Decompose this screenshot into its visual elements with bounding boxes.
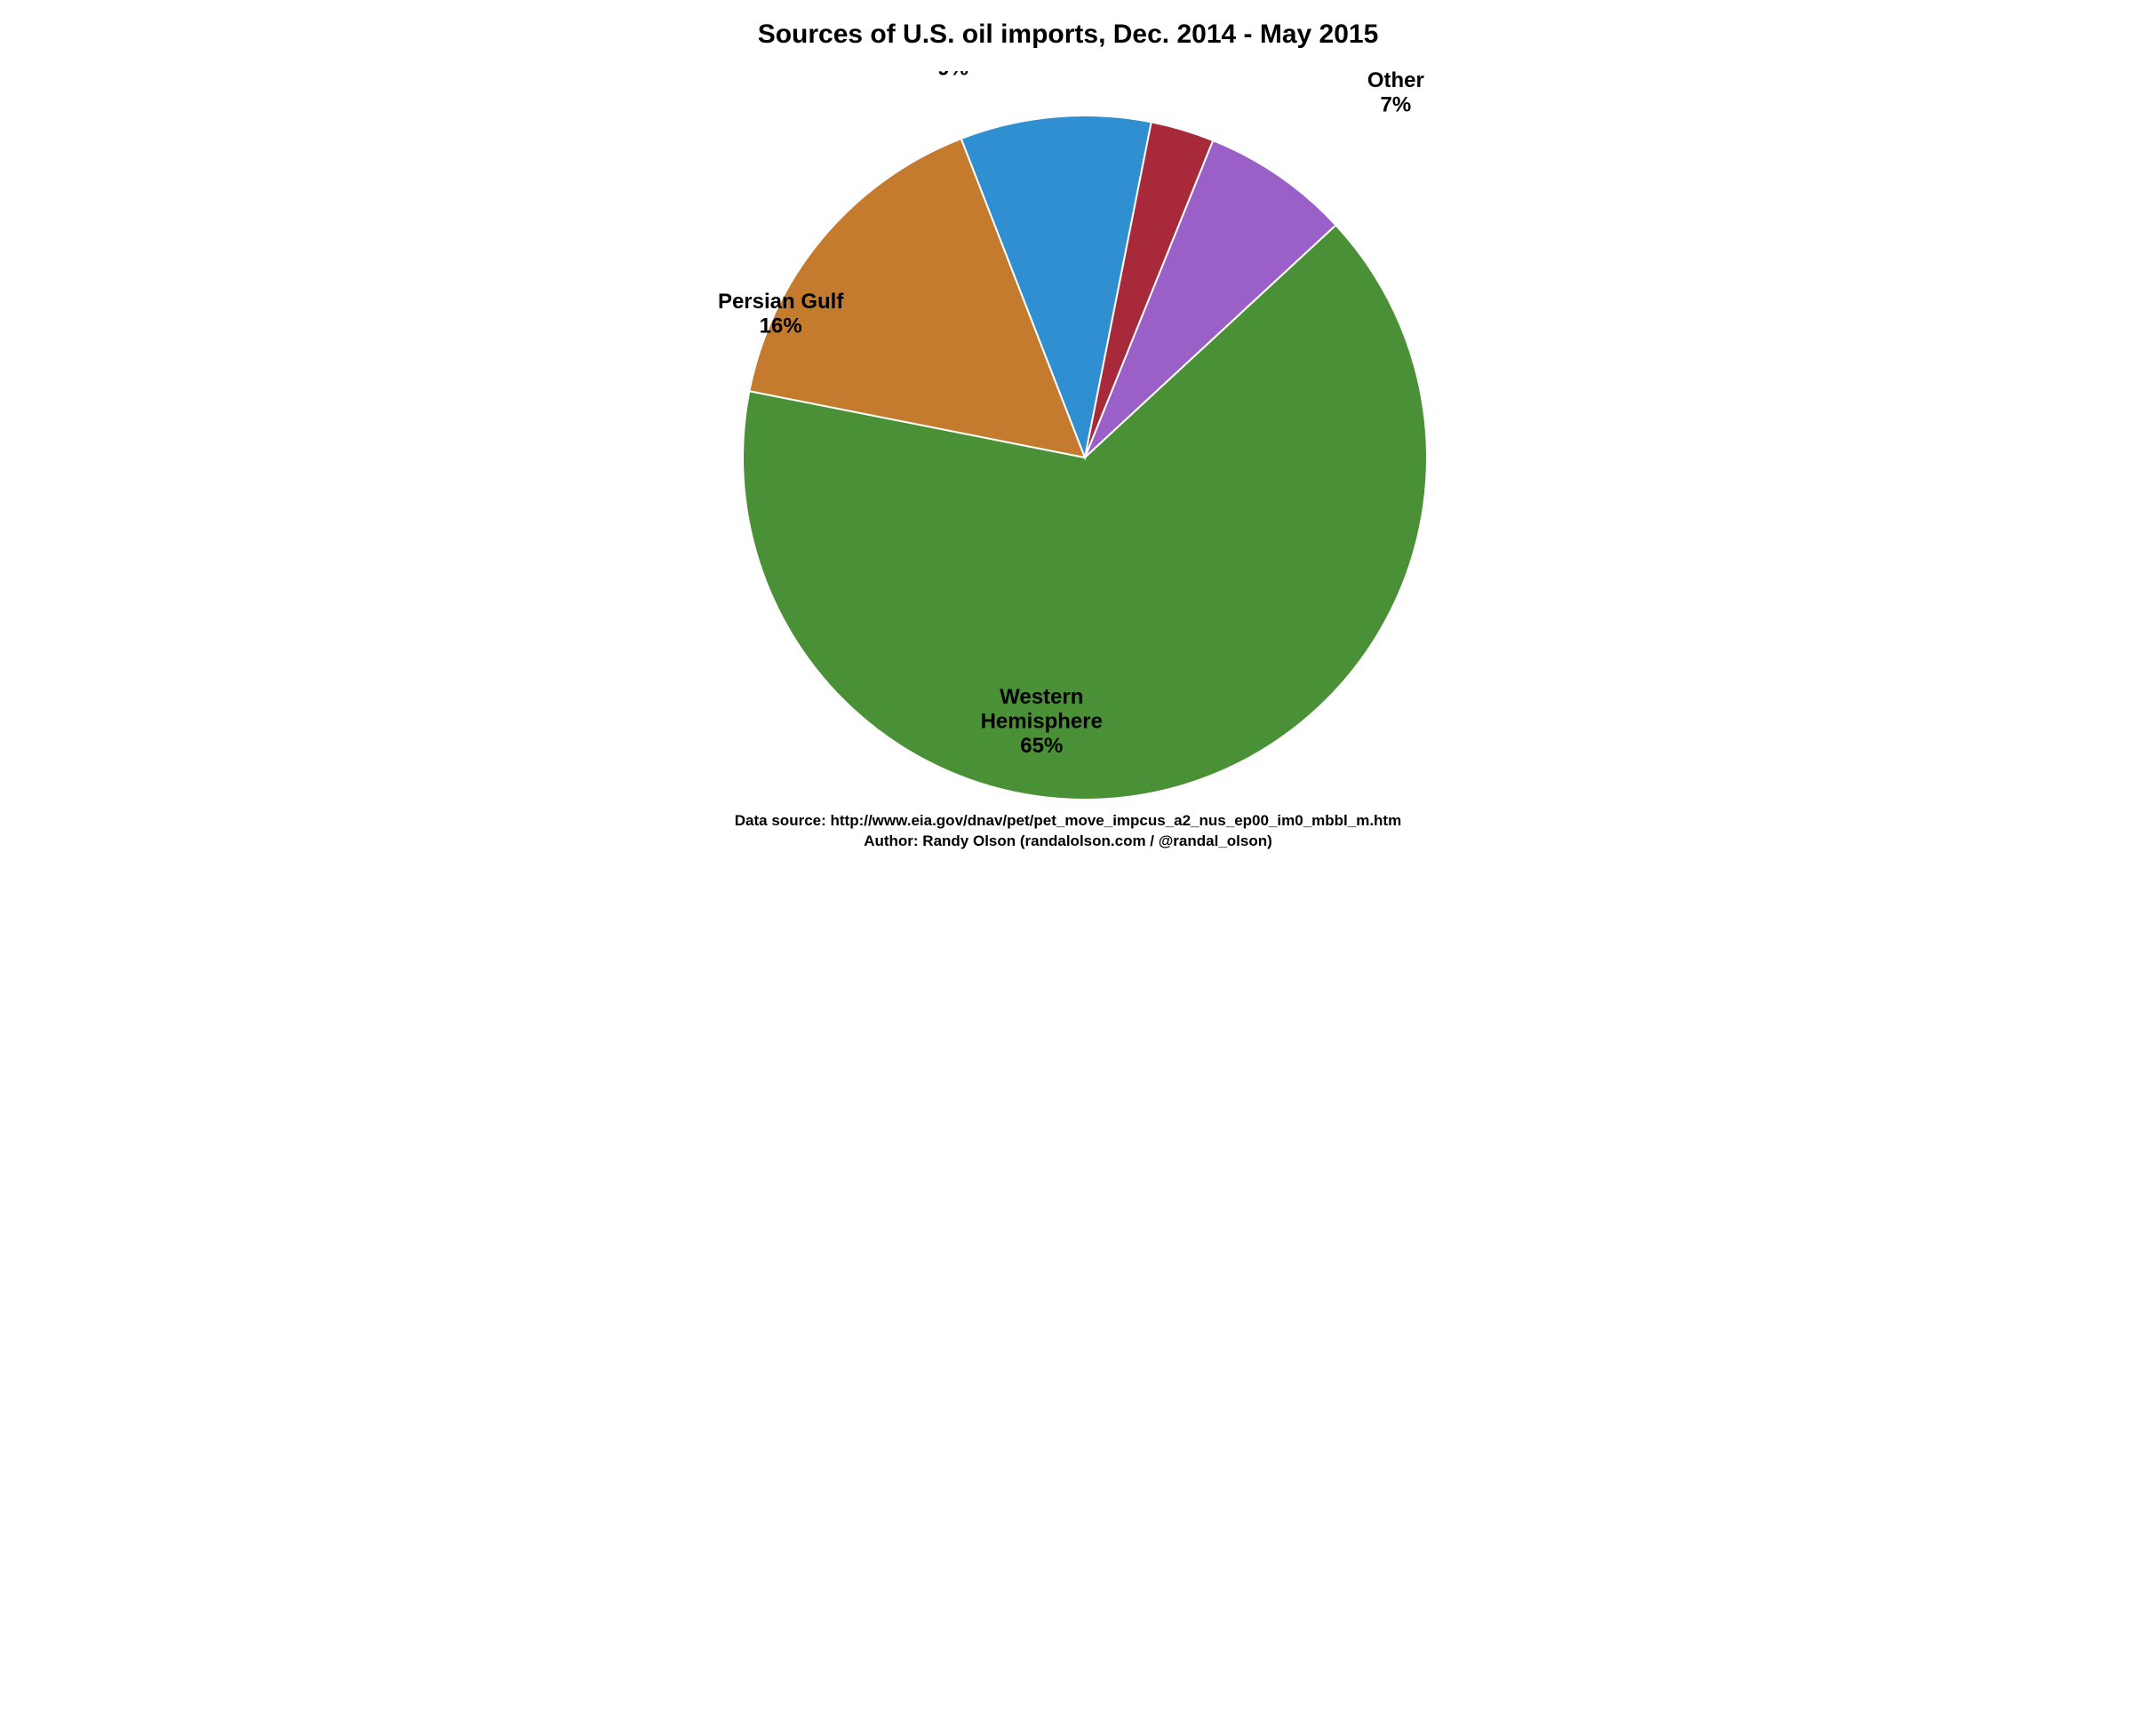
pie-chart-container: Other7%WesternHemisphere65%Persian Gulf1… — [534, 71, 1602, 800]
chart-title: Sources of U.S. oil imports, Dec. 2014 -… — [534, 20, 1602, 50]
slice-label: Europe9% — [916, 71, 990, 80]
pie-chart: Other7%WesternHemisphere65%Persian Gulf1… — [534, 71, 1602, 800]
chart-footer: Data source: http://www.eia.gov/dnav/pet… — [534, 811, 1602, 852]
slice-label: Other7% — [1367, 71, 1424, 116]
footer-data-source: Data source: http://www.eia.gov/dnav/pet… — [534, 811, 1602, 832]
footer-author: Author: Randy Olson (randalolson.com / @… — [534, 832, 1602, 852]
chart-page: Sources of U.S. oil imports, Dec. 2014 -… — [534, 0, 1602, 868]
